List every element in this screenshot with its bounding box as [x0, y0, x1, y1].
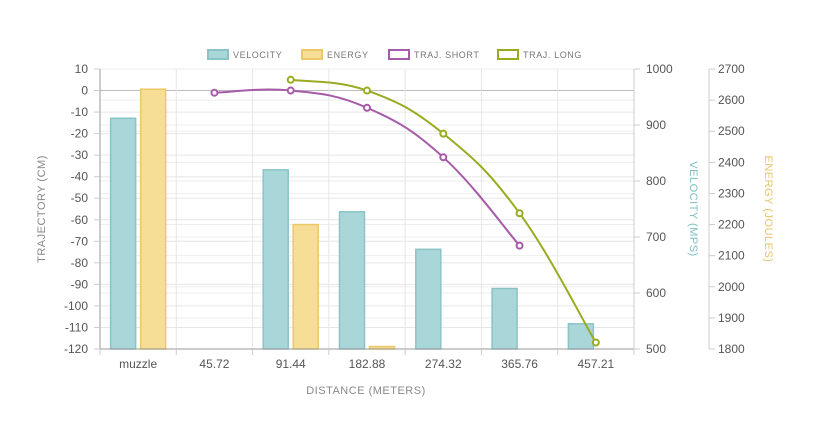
- line-traj-short: [214, 88, 521, 247]
- legend[interactable]: VELOCITY ENERGY TRAJ. SHORT TRAJ. LONG: [207, 49, 582, 60]
- legend-swatch-traj-short[interactable]: [388, 49, 410, 60]
- point-traj-long: [286, 75, 295, 84]
- axes: 10 0 -10 -20 -30 -40 -50 -60 -70 -80 -90 -100 -110 -1…: [36, 62, 774, 371]
- legend-swatch-velocity[interactable]: [207, 49, 229, 60]
- legend-label-traj-short[interactable]: TRAJ. SHORT: [414, 50, 479, 60]
- category-label: 457.21: [578, 357, 615, 371]
- energy-axis-label: ENERGY (JOULES): [762, 156, 774, 263]
- velocity-tick-label: 700: [646, 230, 666, 244]
- category-label: 365.76: [501, 357, 538, 371]
- bar-velocity: [567, 323, 595, 350]
- trajectory-tick-label: -20: [71, 127, 89, 141]
- energy-tick-label: 2600: [718, 93, 745, 107]
- point-traj-short: [210, 88, 219, 97]
- trajectory-tick-label: -110: [65, 320, 88, 334]
- energy-tick-label: 2100: [718, 249, 745, 263]
- bar-velocity: [491, 287, 518, 350]
- velocity-tick-label: 900: [646, 118, 666, 132]
- trajectory-tick-label: 0: [81, 84, 88, 98]
- legend-label-energy[interactable]: ENERGY: [327, 50, 369, 60]
- trajectory-tick-label: -90: [71, 277, 89, 291]
- point-traj-short: [515, 241, 524, 250]
- category-label: 45.72: [199, 357, 229, 371]
- energy-tick-label: 1900: [718, 311, 745, 325]
- velocity-tick-label: 1000: [646, 62, 673, 76]
- line-marks: [210, 75, 600, 347]
- point-traj-long: [515, 209, 524, 218]
- bar-marks: [109, 88, 595, 350]
- energy-tick-label: 2500: [718, 124, 745, 138]
- category-label: muzzle: [119, 357, 157, 371]
- trajectory-tick-label: 10: [75, 62, 89, 76]
- bar-velocity: [415, 248, 442, 350]
- energy-tick-label: 2700: [718, 62, 745, 76]
- bar-velocity: [109, 117, 137, 350]
- legend-label-velocity[interactable]: VELOCITY: [233, 50, 282, 60]
- category-label: 274.32: [425, 357, 462, 371]
- velocity-axis-label: VELOCITY (MPS): [687, 161, 699, 256]
- velocity-tick-label: 800: [646, 174, 666, 188]
- legend-swatch-energy[interactable]: [301, 49, 323, 60]
- trajectory-tick-label: -80: [71, 256, 89, 270]
- point-traj-short: [439, 153, 448, 162]
- trajectory-tick-label: -40: [71, 170, 89, 184]
- point-traj-long: [591, 338, 600, 347]
- x-axis-label: DISTANCE (METERS): [306, 385, 426, 397]
- bar-energy: [292, 223, 319, 350]
- trajectory-tick-label: -50: [71, 191, 89, 205]
- energy-tick-label: 2200: [718, 218, 745, 232]
- trajectory-axis-label: TRAJECTORY (CM): [36, 155, 48, 263]
- point-traj-long: [439, 129, 448, 138]
- trajectory-tick-label: -120: [64, 342, 88, 356]
- energy-tick-label: 1800: [718, 342, 745, 356]
- trajectory-tick-label: -30: [71, 148, 89, 162]
- energy-tick-label: 2300: [718, 186, 745, 200]
- legend-swatch-traj-long[interactable]: [497, 49, 519, 60]
- legend-label-traj-long[interactable]: TRAJ. LONG: [523, 50, 582, 60]
- category-label: 91.44: [276, 357, 306, 371]
- bar-energy: [139, 88, 167, 350]
- energy-tick-label: 2000: [718, 280, 745, 294]
- trajectory-tick-label: -10: [71, 105, 89, 119]
- trajectory-tick-label: -100: [64, 299, 88, 313]
- velocity-tick-label: 500: [646, 342, 666, 356]
- category-label: 182.88: [349, 357, 386, 371]
- line-traj-long: [290, 78, 597, 344]
- velocity-tick-label: 600: [646, 286, 666, 300]
- energy-tick-label: 2400: [718, 155, 745, 169]
- point-traj-short: [286, 86, 295, 95]
- bar-velocity: [262, 169, 289, 350]
- trajectory-tick-label: -70: [71, 234, 89, 248]
- bar-velocity: [338, 211, 366, 350]
- point-traj-long: [363, 86, 371, 95]
- point-traj-short: [363, 103, 371, 112]
- trajectory-tick-label: -60: [71, 213, 89, 227]
